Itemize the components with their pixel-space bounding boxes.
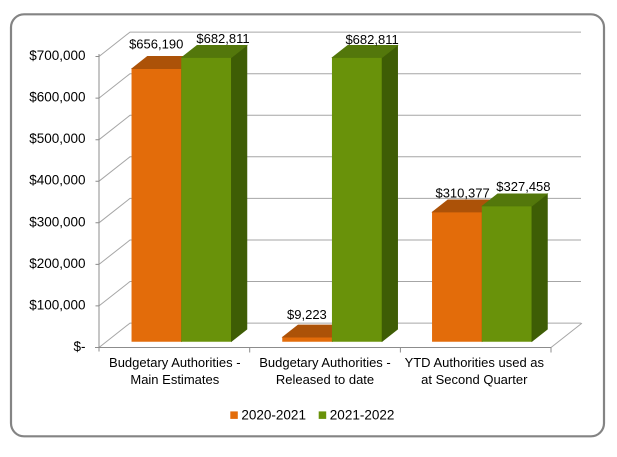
svg-text:$500,000: $500,000: [29, 131, 85, 146]
svg-text:$682,811: $682,811: [345, 32, 398, 47]
svg-text:2021-2022: 2021-2022: [330, 407, 395, 422]
svg-text:$400,000: $400,000: [29, 173, 85, 188]
svg-text:Budgetary Authorities -: Budgetary Authorities -: [109, 355, 241, 370]
svg-text:$600,000: $600,000: [29, 90, 85, 105]
svg-text:2020-2021: 2020-2021: [241, 407, 306, 422]
svg-text:$682,811: $682,811: [196, 31, 249, 46]
svg-text:$700,000: $700,000: [29, 48, 85, 63]
svg-text:$310,377: $310,377: [435, 186, 489, 201]
svg-text:Released to date: Released to date: [276, 372, 374, 387]
svg-text:$200,000: $200,000: [29, 256, 85, 271]
svg-text:Main Estimates: Main Estimates: [130, 372, 219, 387]
svg-text:at Second Quarter: at Second Quarter: [421, 372, 528, 387]
svg-text:YTD Authorities used as: YTD Authorities used as: [405, 355, 545, 370]
svg-text:$100,000: $100,000: [29, 297, 85, 312]
svg-text:$656,190: $656,190: [129, 37, 183, 52]
svg-text:$9,223: $9,223: [287, 307, 327, 322]
svg-text:Budgetary Authorities -: Budgetary Authorities -: [259, 355, 391, 370]
svg-text:$-: $-: [73, 339, 85, 354]
svg-text:$300,000: $300,000: [29, 214, 85, 229]
svg-text:$327,458: $327,458: [496, 179, 550, 194]
